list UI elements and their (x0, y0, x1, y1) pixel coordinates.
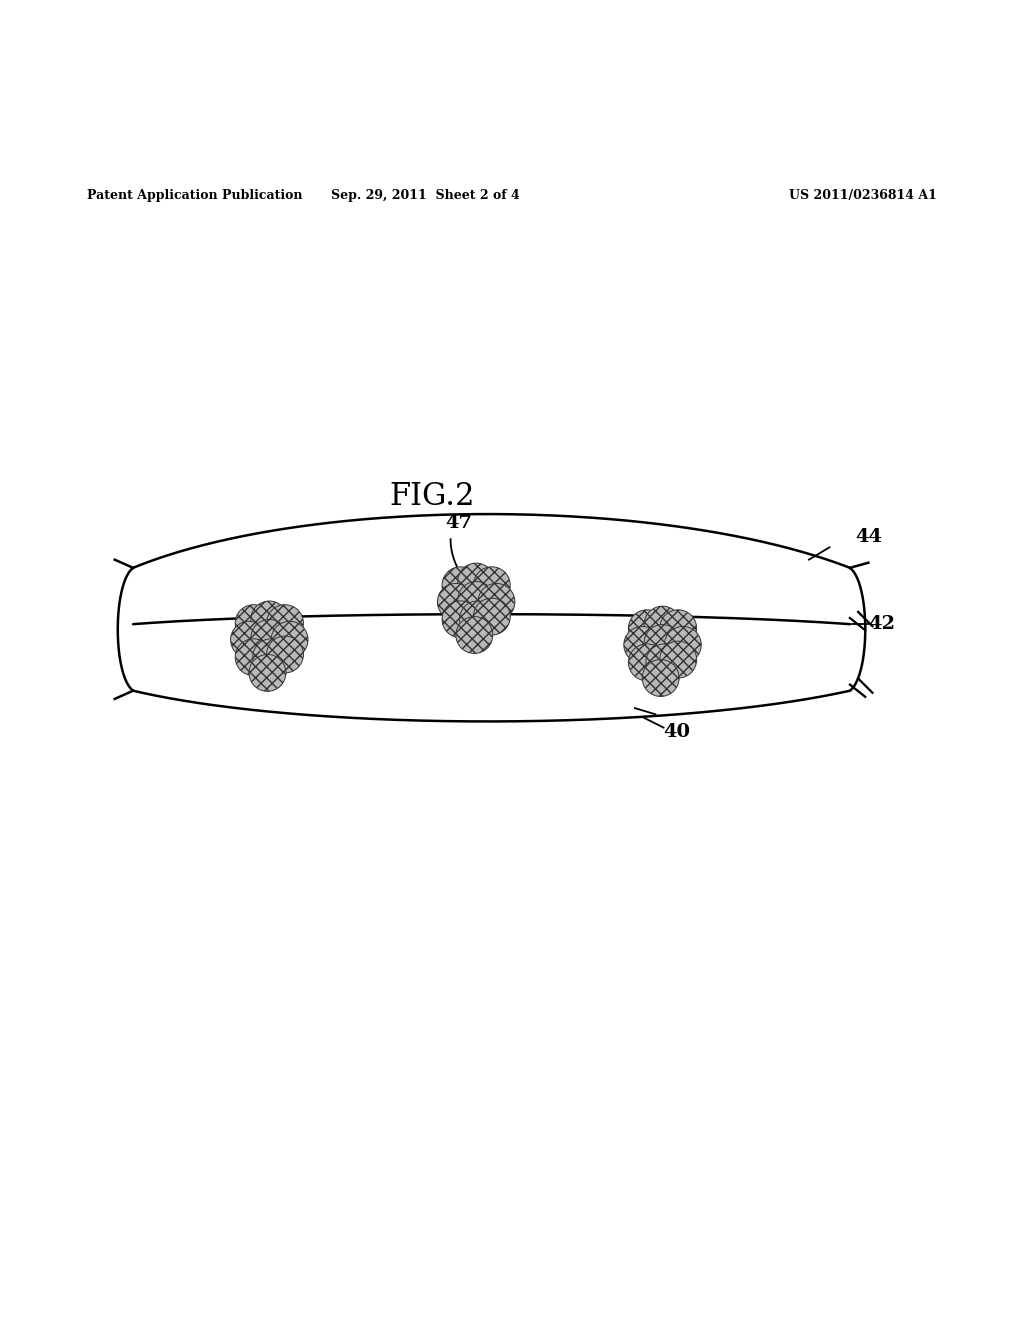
Circle shape (458, 564, 495, 601)
Circle shape (665, 627, 701, 663)
Circle shape (249, 655, 286, 692)
Text: 40: 40 (664, 722, 690, 741)
Circle shape (646, 644, 683, 681)
Circle shape (266, 605, 303, 642)
Text: US 2011/0236814 A1: US 2011/0236814 A1 (790, 189, 937, 202)
Text: FIG.2: FIG.2 (389, 480, 474, 512)
Circle shape (629, 644, 666, 681)
Circle shape (473, 598, 510, 635)
Circle shape (478, 583, 515, 620)
Circle shape (251, 619, 288, 656)
Circle shape (644, 606, 681, 643)
Circle shape (460, 601, 497, 638)
Circle shape (642, 660, 679, 697)
Circle shape (629, 610, 666, 647)
Text: 47: 47 (445, 513, 472, 532)
Circle shape (266, 636, 303, 673)
Circle shape (456, 616, 493, 653)
Circle shape (458, 582, 495, 619)
Circle shape (271, 622, 308, 659)
Circle shape (236, 605, 272, 642)
Circle shape (253, 639, 290, 676)
Circle shape (442, 566, 479, 603)
Circle shape (251, 601, 288, 638)
Text: Patent Application Publication: Patent Application Publication (87, 189, 302, 202)
Circle shape (644, 624, 681, 661)
Circle shape (473, 566, 510, 603)
Circle shape (230, 622, 267, 659)
Circle shape (236, 639, 272, 676)
Circle shape (624, 627, 660, 663)
Text: Sep. 29, 2011  Sheet 2 of 4: Sep. 29, 2011 Sheet 2 of 4 (331, 189, 519, 202)
Circle shape (659, 610, 696, 647)
Circle shape (659, 642, 696, 678)
Circle shape (442, 601, 479, 638)
Text: 44: 44 (855, 528, 882, 546)
Circle shape (437, 583, 474, 620)
Text: 42: 42 (868, 615, 895, 634)
